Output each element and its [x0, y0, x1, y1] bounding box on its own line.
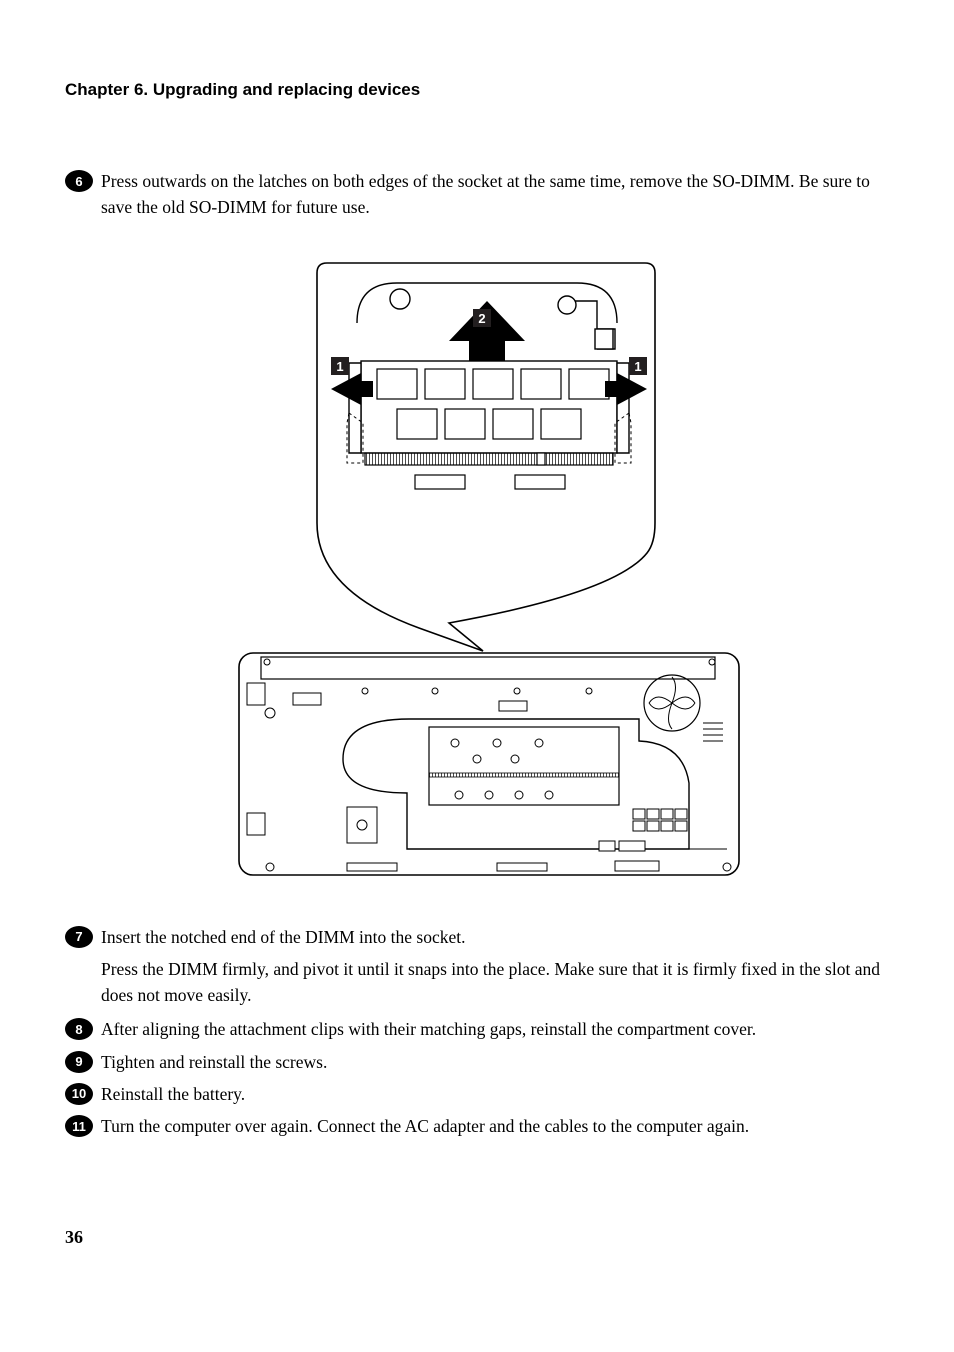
svg-text:2: 2	[478, 311, 485, 326]
step-number-icon: 8	[65, 1018, 93, 1040]
step-text: Reinstall the battery.	[101, 1081, 889, 1107]
chapter-title: Chapter 6. Upgrading and replacing devic…	[65, 80, 889, 100]
callout-label-1-right: 1	[629, 357, 647, 375]
svg-text:1: 1	[634, 359, 641, 374]
sodimm-diagram-svg: 1 1 2	[197, 253, 757, 883]
step-9: 9 Tighten and reinstall the screws.	[65, 1049, 889, 1075]
page-number: 36	[65, 1227, 83, 1248]
page: Chapter 6. Upgrading and replacing devic…	[0, 0, 954, 1292]
step-text: Insert the notched end of the DIMM into …	[101, 924, 889, 950]
callout-label-1-left: 1	[331, 357, 349, 375]
callout-label-2: 2	[473, 309, 491, 327]
step-8: 8 After aligning the attachment clips wi…	[65, 1016, 889, 1042]
diagram: 1 1 2	[65, 253, 889, 888]
step-number-icon: 9	[65, 1051, 93, 1073]
step-number-icon: 11	[65, 1115, 93, 1137]
laptop-bottom-view	[239, 653, 739, 875]
step-7-subtext: Press the DIMM firmly, and pivot it unti…	[101, 956, 889, 1009]
step-text: After aligning the attachment clips with…	[101, 1016, 889, 1042]
step-7: 7 Insert the notched end of the DIMM int…	[65, 924, 889, 950]
step-10: 10 Reinstall the battery.	[65, 1081, 889, 1107]
step-text: Press outwards on the latches on both ed…	[101, 168, 889, 221]
step-number-icon: 6	[65, 170, 93, 192]
step-6: 6 Press outwards on the latches on both …	[65, 168, 889, 221]
step-text: Tighten and reinstall the screws.	[101, 1049, 889, 1075]
step-number-icon: 10	[65, 1083, 93, 1105]
step-text: Turn the computer over again. Connect th…	[101, 1113, 889, 1139]
step-11: 11 Turn the computer over again. Connect…	[65, 1113, 889, 1139]
step-number-icon: 7	[65, 926, 93, 948]
svg-text:1: 1	[336, 359, 343, 374]
